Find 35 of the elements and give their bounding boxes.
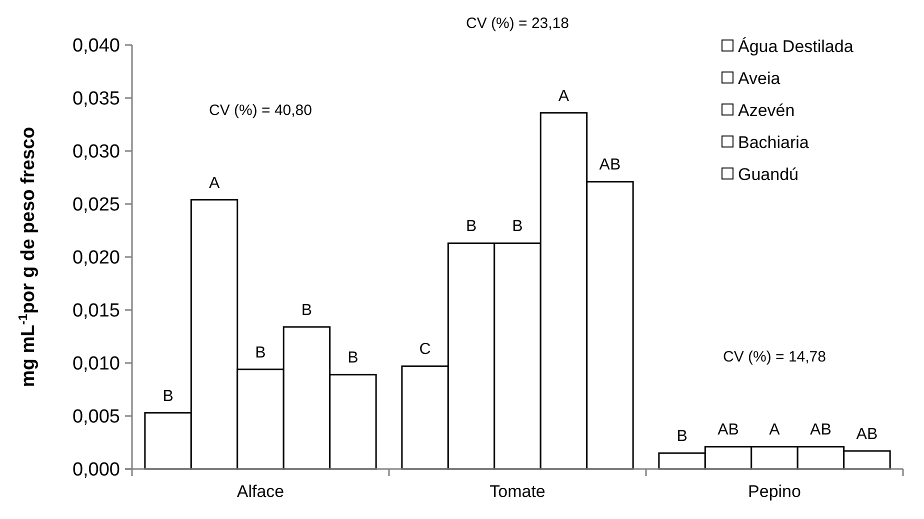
legend-label: Azevén [738,100,795,120]
y-tick-label: 0,040 [72,36,120,57]
annotation: CV (%) = 14,78 [723,348,826,366]
data-label: A [769,422,780,439]
text: CV (%) = 23,18 [466,14,569,32]
y-tick-label: 0,020 [72,248,120,269]
x-tick-label: Alface [236,482,284,501]
y-tick-label: 0,010 [72,354,120,375]
data-label: AB [718,422,739,439]
data-label: B [512,218,523,236]
data-label: AB [599,156,621,174]
data-label: B [348,350,358,367]
y-tick-label: 0,030 [72,142,120,163]
y-tick-label: 0,015 [72,300,120,322]
y-tick-label: 0,000 [72,460,120,481]
data-label: B [255,344,266,362]
annotation: CV (%) = 40,80 [209,102,312,119]
data-label: AB [810,422,832,439]
y-tick-label: 0,005 [72,406,120,428]
legend-label: Aveia [738,68,781,88]
y-tick-label: 0,025 [72,194,120,216]
data-label: B [466,218,477,236]
legend-label: Água Destilada [738,36,854,56]
data-label: C [419,341,431,358]
legend-label: Bachiaria [738,132,810,152]
x-tick-label: Pepino [748,482,801,501]
legend-label: Guandú [738,164,798,184]
data-label: B [301,302,312,319]
data-label: A [558,88,570,105]
x-tick-label: Tomate [490,482,546,501]
y-tick-label: 0,035 [72,88,120,110]
data-label: B [162,388,174,405]
data-label: B [676,428,688,446]
data-label: AB [856,426,878,443]
data-label: A [208,174,220,192]
